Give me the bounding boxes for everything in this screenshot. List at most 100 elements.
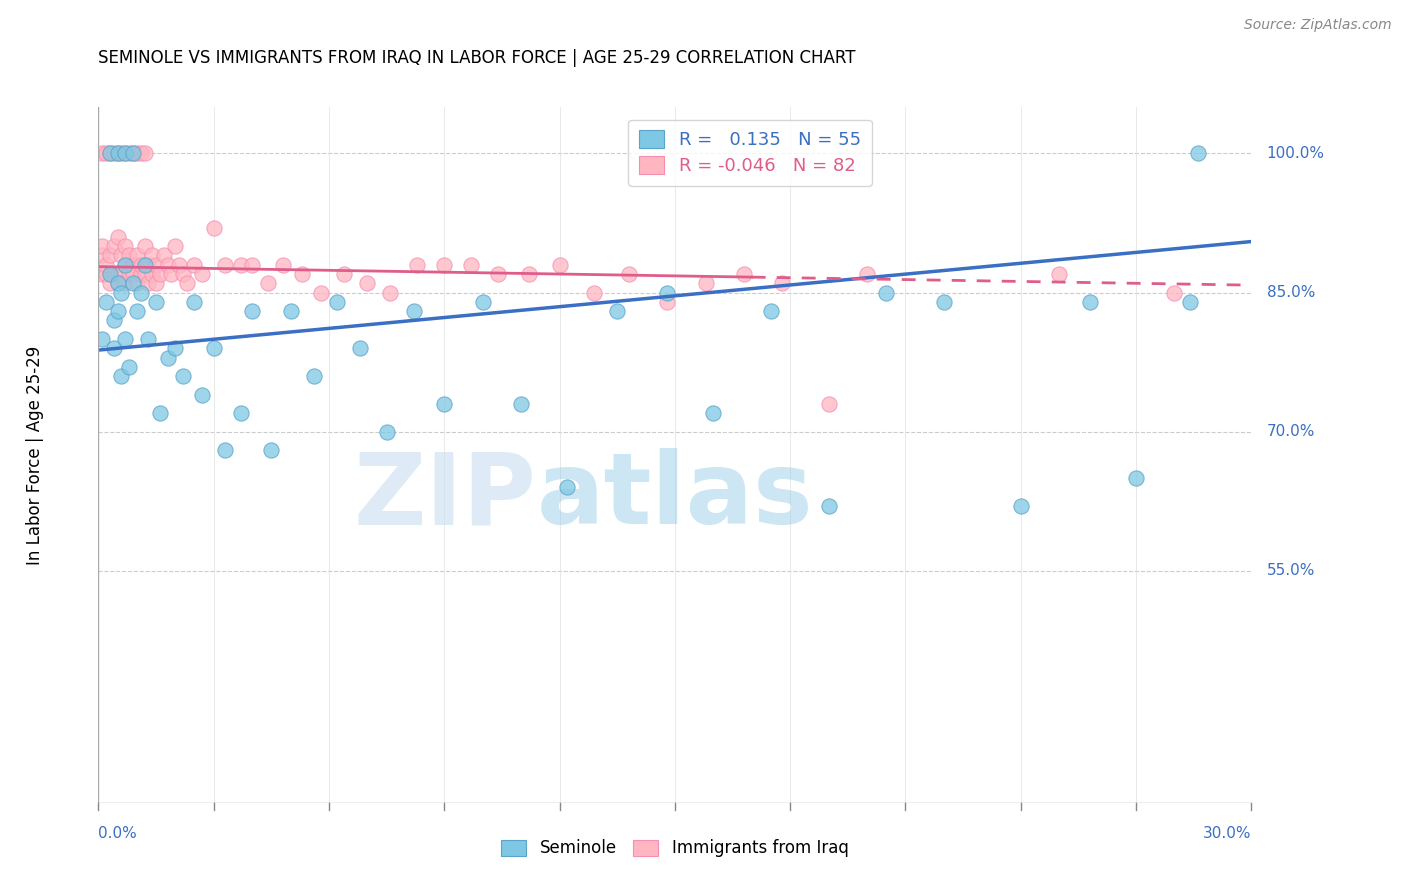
Point bbox=[110, 285, 132, 300]
Point bbox=[91, 332, 114, 346]
Point bbox=[134, 267, 156, 281]
Point bbox=[129, 146, 152, 161]
Point bbox=[107, 277, 129, 291]
Point bbox=[256, 277, 278, 291]
Point bbox=[98, 146, 121, 161]
Point bbox=[375, 425, 398, 439]
Point bbox=[91, 146, 114, 161]
Point bbox=[98, 248, 121, 262]
Point bbox=[129, 267, 152, 281]
Point bbox=[302, 369, 325, 384]
Point bbox=[172, 369, 194, 384]
Point bbox=[1187, 146, 1209, 161]
Point bbox=[118, 248, 141, 262]
Point bbox=[138, 332, 160, 346]
Point bbox=[103, 341, 125, 355]
Point bbox=[555, 480, 578, 494]
Text: 70.0%: 70.0% bbox=[1267, 425, 1315, 439]
Point bbox=[110, 248, 132, 262]
Point bbox=[817, 397, 839, 411]
Point bbox=[932, 294, 955, 309]
Point bbox=[125, 277, 148, 291]
Point bbox=[214, 258, 236, 272]
Point bbox=[114, 258, 136, 272]
Point bbox=[134, 258, 156, 272]
Text: 30.0%: 30.0% bbox=[1204, 826, 1251, 841]
Point bbox=[548, 258, 571, 272]
Point bbox=[1010, 499, 1032, 513]
Point bbox=[129, 285, 152, 300]
Point bbox=[103, 239, 125, 253]
Point bbox=[229, 406, 252, 420]
Point bbox=[107, 267, 129, 281]
Point bbox=[167, 258, 190, 272]
Point bbox=[122, 277, 145, 291]
Point bbox=[657, 294, 679, 309]
Point bbox=[118, 359, 141, 374]
Point bbox=[114, 146, 136, 161]
Point bbox=[94, 258, 117, 272]
Point bbox=[98, 277, 121, 291]
Point bbox=[145, 277, 167, 291]
Point bbox=[110, 369, 132, 384]
Text: 100.0%: 100.0% bbox=[1267, 146, 1324, 161]
Point bbox=[817, 499, 839, 513]
Text: Source: ZipAtlas.com: Source: ZipAtlas.com bbox=[1244, 18, 1392, 32]
Point bbox=[107, 277, 129, 291]
Point bbox=[94, 146, 117, 161]
Text: SEMINOLE VS IMMIGRANTS FROM IRAQ IN LABOR FORCE | AGE 25-29 CORRELATION CHART: SEMINOLE VS IMMIGRANTS FROM IRAQ IN LABO… bbox=[98, 49, 856, 67]
Point bbox=[291, 267, 314, 281]
Point bbox=[772, 277, 794, 291]
Text: In Labor Force | Age 25-29: In Labor Force | Age 25-29 bbox=[25, 345, 44, 565]
Point bbox=[103, 146, 125, 161]
Point bbox=[91, 239, 114, 253]
Point bbox=[617, 267, 640, 281]
Point bbox=[517, 267, 540, 281]
Point bbox=[145, 294, 167, 309]
Point bbox=[1125, 471, 1147, 485]
Point bbox=[380, 285, 402, 300]
Point bbox=[311, 285, 333, 300]
Point bbox=[214, 443, 236, 458]
Text: 55.0%: 55.0% bbox=[1267, 564, 1315, 578]
Point bbox=[202, 220, 225, 235]
Point bbox=[1178, 294, 1201, 309]
Point bbox=[1047, 267, 1070, 281]
Point bbox=[280, 304, 302, 318]
Point bbox=[240, 304, 263, 318]
Point bbox=[152, 248, 174, 262]
Point bbox=[138, 277, 160, 291]
Point bbox=[183, 294, 205, 309]
Point bbox=[107, 304, 129, 318]
Point bbox=[406, 258, 429, 272]
Point bbox=[875, 285, 897, 300]
Point bbox=[134, 146, 156, 161]
Point bbox=[260, 443, 283, 458]
Text: 0.0%: 0.0% bbox=[98, 826, 138, 841]
Point bbox=[510, 397, 533, 411]
Point bbox=[110, 267, 132, 281]
Point bbox=[118, 146, 141, 161]
Point bbox=[191, 267, 214, 281]
Point bbox=[402, 304, 425, 318]
Point bbox=[333, 267, 356, 281]
Point bbox=[122, 146, 145, 161]
Point bbox=[107, 146, 129, 161]
Point bbox=[103, 267, 125, 281]
Point bbox=[183, 258, 205, 272]
Text: 85.0%: 85.0% bbox=[1267, 285, 1315, 300]
Point bbox=[156, 351, 179, 365]
Point bbox=[759, 304, 782, 318]
Point bbox=[98, 267, 121, 281]
Point bbox=[125, 304, 148, 318]
Point bbox=[125, 248, 148, 262]
Point bbox=[229, 258, 252, 272]
Point bbox=[91, 267, 114, 281]
Point bbox=[114, 332, 136, 346]
Point bbox=[98, 146, 121, 161]
Point bbox=[165, 341, 187, 355]
Point bbox=[471, 294, 494, 309]
Point bbox=[103, 313, 125, 327]
Point bbox=[94, 267, 117, 281]
Point bbox=[134, 239, 156, 253]
